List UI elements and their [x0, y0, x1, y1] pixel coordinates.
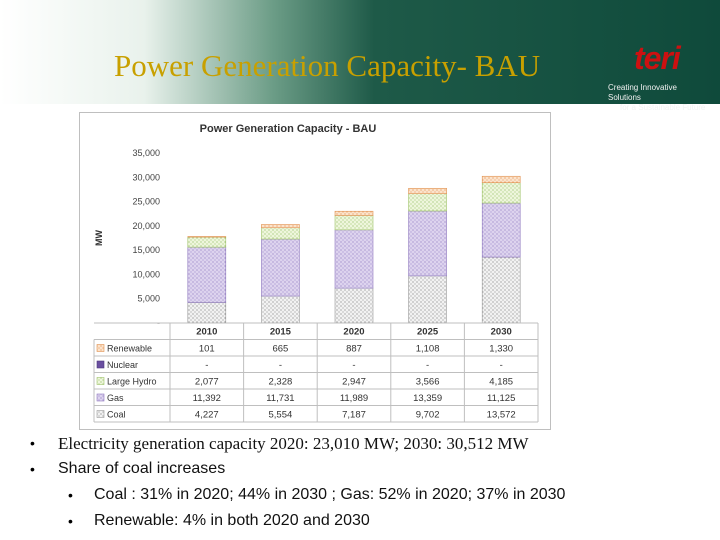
- bar-gas-2025: [408, 210, 447, 277]
- bar-coal-2030: [481, 256, 521, 324]
- bars: [187, 175, 521, 324]
- x-category-label: 2020: [343, 327, 364, 338]
- data-label: -: [279, 360, 282, 371]
- tagline-line-1: Creating Innovative Solutions: [608, 83, 677, 102]
- bar-renewable-2015: [261, 224, 300, 229]
- data-label: 2,077: [195, 377, 219, 388]
- y-tick-label: 35,000: [132, 148, 160, 158]
- sub-bullet-dot: •: [68, 487, 73, 503]
- tagline-line-2: for a Sustainable Future: [620, 103, 706, 112]
- data-label: 101: [199, 344, 215, 355]
- data-table: 2010 2015 2020 2025 2030 Renewable 101 665 887 1,…: [93, 322, 539, 423]
- legend-entry: Large Hydro: [107, 377, 157, 387]
- bar-renewable-2025: [408, 187, 447, 194]
- data-label: 9,702: [416, 410, 440, 421]
- chart-frame: Power Generation Capacity - BAU MW 35,00…: [79, 112, 551, 430]
- legend-swatch-coal: [96, 410, 105, 418]
- data-label: 4,227: [195, 410, 219, 421]
- data-label: 2,328: [269, 377, 293, 388]
- data-label: 665: [272, 344, 288, 355]
- bullet-capacity: Electricity generation capacity 2020: 23…: [58, 434, 529, 453]
- x-category-label: 2025: [417, 327, 439, 338]
- data-label: 7,187: [342, 410, 366, 421]
- y-tick-label: 30,000: [132, 172, 160, 182]
- bar-gas-2015: [261, 238, 300, 297]
- y-tick-label: 15,000: [132, 245, 160, 255]
- data-label: 3,566: [416, 377, 440, 388]
- data-label: 1,108: [416, 344, 440, 355]
- slide-header: Power Generation Capacity- BAU teri Crea…: [0, 0, 720, 112]
- data-label: 11,989: [340, 393, 368, 404]
- bar-coal-2020: [334, 287, 374, 324]
- sub-bullet-dot: •: [68, 513, 73, 529]
- y-tick-label: 25,000: [132, 197, 160, 207]
- data-label: 13,572: [487, 410, 516, 421]
- y-tick-label: 10,000: [132, 269, 160, 279]
- data-label: 11,731: [266, 393, 294, 404]
- sub-bullet-renewable: Renewable: 4% in both 2020 and 2030: [94, 512, 370, 529]
- data-label: 2,947: [342, 377, 366, 388]
- data-label: -: [500, 360, 503, 371]
- bar-coal-2025: [408, 275, 447, 324]
- y-axis-label: MW: [94, 230, 104, 246]
- bar-large-hydro-2015: [261, 227, 300, 240]
- bar-renewable-2030: [481, 175, 521, 184]
- bar-coal-2010: [187, 302, 227, 324]
- bullet-dot: •: [30, 435, 35, 451]
- data-label: 11,125: [487, 393, 515, 404]
- data-label: 1,330: [489, 344, 513, 355]
- data-label: 4,185: [489, 377, 513, 388]
- bar-gas-2010: [187, 246, 227, 303]
- legend-entry: Nuclear: [107, 360, 138, 370]
- legend-entry: Gas: [107, 393, 124, 403]
- bar-coal-2015: [261, 295, 300, 324]
- data-label: 887: [346, 344, 362, 355]
- chart-title: Power Generation Capacity - BAU: [200, 123, 377, 135]
- legend-swatch-large-hydro: [96, 377, 105, 385]
- data-label: 5,554: [269, 410, 293, 421]
- legend-swatch-nuclear: [96, 360, 105, 369]
- x-category-label: 2015: [270, 327, 292, 338]
- data-label: 13,359: [413, 393, 442, 404]
- legend-entry: Renewable: [107, 344, 152, 354]
- legend-swatch-gas: [96, 393, 105, 402]
- legend-swatch-renewable: [96, 344, 105, 352]
- bar-gas-2030: [481, 202, 521, 258]
- x-category-label: 2010: [196, 327, 217, 338]
- y-tick-label: 20,000: [132, 221, 160, 231]
- teri-logo: teri: [634, 40, 681, 76]
- bar-gas-2020: [334, 229, 374, 289]
- bar-large-hydro-2025: [408, 193, 447, 212]
- data-label: 11,392: [193, 393, 221, 404]
- data-label: -: [205, 360, 208, 371]
- legend-entry: Coal: [107, 410, 126, 420]
- y-tick-label: 5,000: [137, 294, 160, 304]
- x-category-label: 2030: [491, 327, 512, 338]
- bar-large-hydro-2020: [334, 215, 374, 231]
- y-axis-ticks: 35,000 30,000 25,000 20,000 15,000 10,000 5,00…: [132, 148, 160, 328]
- slide-title: Power Generation Capacity- BAU: [114, 48, 541, 83]
- bar-large-hydro-2030: [481, 182, 521, 204]
- bullet-coal-share: Share of coal increases: [58, 460, 226, 477]
- bar-renewable-2020: [334, 210, 374, 216]
- power-capacity-chart: Power Generation Capacity - BAU MW 35,00…: [93, 123, 539, 423]
- bullet-dot: •: [30, 461, 35, 477]
- bar-large-hydro-2010: [187, 236, 227, 248]
- data-label: -: [426, 360, 429, 371]
- sub-bullet-shares: Coal : 31% in 2020; 44% in 2030 ; Gas: 5…: [94, 486, 566, 503]
- logo-tagline: Creating Innovative Solutions for a Sust…: [608, 83, 712, 113]
- data-label: -: [352, 360, 355, 371]
